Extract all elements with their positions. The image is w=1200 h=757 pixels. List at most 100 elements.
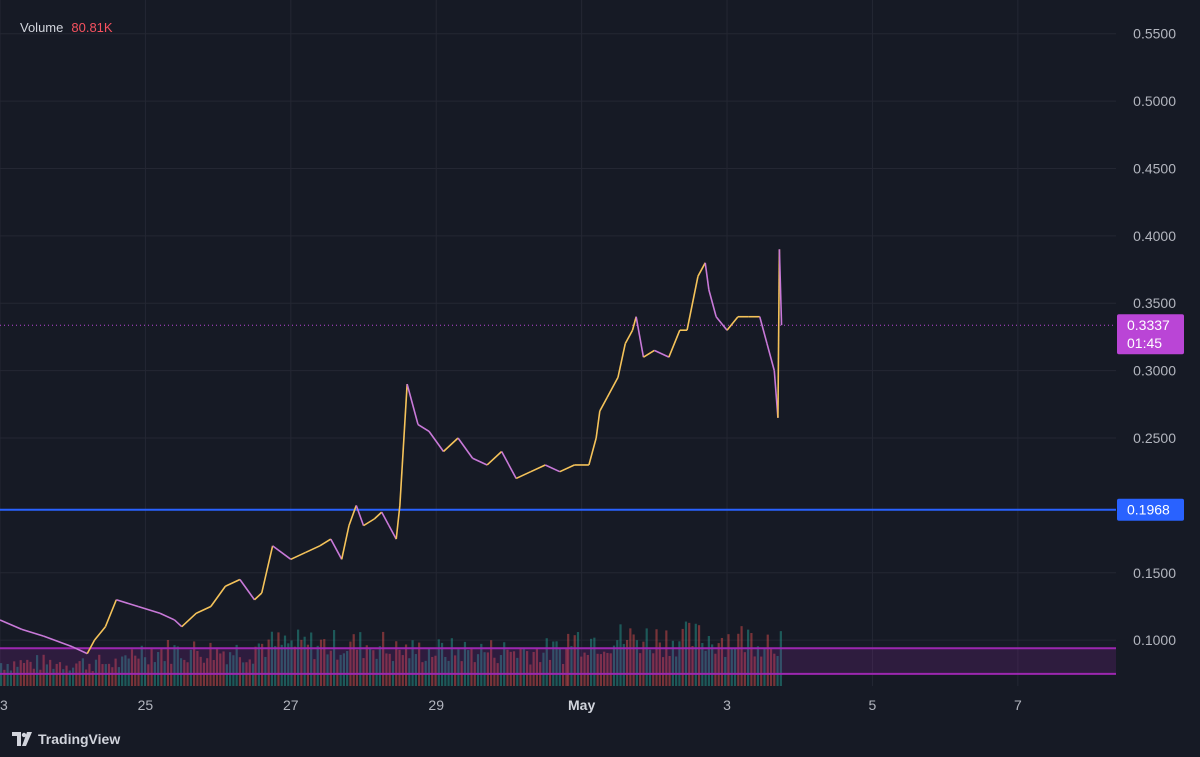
- volume-bar: [355, 649, 359, 686]
- price-segment: [428, 430, 445, 452]
- volume-bar: [622, 643, 625, 686]
- volume-bar: [270, 631, 274, 686]
- price-segment: [686, 276, 699, 331]
- price-segment: [406, 383, 419, 425]
- volume-bar: [368, 647, 372, 686]
- volume-bar: [254, 646, 257, 686]
- volume-bar: [612, 645, 616, 686]
- volume-bar: [121, 656, 124, 686]
- price-segment: [530, 464, 546, 473]
- volume-bar: [199, 656, 202, 686]
- volume-bar: [385, 653, 388, 686]
- volume-bar: [238, 657, 242, 686]
- volume-bar: [717, 643, 720, 686]
- volume-bar: [733, 648, 737, 686]
- volume-bar: [101, 664, 104, 686]
- price-segment: [726, 316, 739, 331]
- volume-bar: [42, 654, 45, 686]
- x-tick-label: 25: [138, 697, 154, 713]
- price-segment: [417, 423, 430, 432]
- volume-bar: [65, 665, 68, 686]
- x-tick-label: 23: [0, 697, 8, 713]
- y-tick-label: 0.2500: [1133, 430, 1176, 446]
- volume-bar: [655, 629, 658, 686]
- price-segment: [355, 505, 365, 526]
- volume-bar: [88, 663, 91, 686]
- volume-bar: [326, 654, 329, 686]
- volume-bar: [215, 647, 219, 686]
- volume-bar: [114, 658, 117, 686]
- price-segment: [395, 505, 401, 540]
- volume-bar: [665, 630, 668, 686]
- volume-bar: [470, 647, 473, 686]
- volume-bar: [694, 623, 697, 686]
- volume-bar: [414, 654, 417, 686]
- price-segment: [330, 538, 343, 560]
- volume-bar: [257, 643, 260, 686]
- volume-bar: [339, 654, 342, 686]
- volume-bar: [117, 667, 120, 686]
- support-tag-bg: [1117, 498, 1184, 521]
- price-segment: [442, 437, 459, 453]
- volume-bar: [639, 653, 642, 686]
- volume-bar: [490, 640, 493, 686]
- volume-bar: [688, 622, 691, 686]
- volume-bar: [704, 650, 707, 686]
- volume-bar: [707, 636, 710, 686]
- volume-bar: [493, 657, 496, 686]
- volume-bar: [506, 649, 509, 686]
- price-segment: [104, 599, 118, 627]
- volume-bar: [3, 669, 6, 686]
- volume-bar: [35, 655, 39, 686]
- volume-bar: [756, 646, 760, 686]
- volume-bar: [352, 634, 355, 686]
- volume-bar: [668, 656, 671, 686]
- price-segment: [708, 289, 717, 317]
- volume-bar: [62, 669, 65, 686]
- volume-bar: [81, 658, 84, 686]
- volume-bar: [85, 669, 88, 686]
- volume-bar: [32, 668, 35, 686]
- price-segment: [253, 592, 263, 601]
- volume-bar: [222, 651, 225, 686]
- volume-bar: [398, 649, 401, 686]
- price-segment: [704, 262, 710, 290]
- price-segment: [225, 578, 241, 587]
- volume-bar: [609, 653, 612, 686]
- volume-bar: [583, 652, 586, 686]
- volume-bar: [526, 651, 529, 686]
- price-segment: [668, 329, 681, 358]
- y-tick-label: 0.4500: [1133, 160, 1176, 176]
- band-fill: [0, 648, 1116, 674]
- volume-bar: [427, 648, 431, 686]
- volume-bar: [678, 641, 681, 686]
- volume-bar: [179, 658, 183, 686]
- volume-bar: [372, 650, 375, 686]
- last-price-value: 0.3337: [1127, 317, 1170, 333]
- volume-bar: [290, 640, 293, 686]
- volume-bar: [274, 646, 277, 686]
- brand-footer[interactable]: TradingView: [12, 731, 120, 747]
- volume-legend: Volume 80.81K: [20, 20, 113, 35]
- volume-bar: [104, 664, 107, 686]
- volume-bar: [576, 632, 580, 686]
- volume-bar: [267, 639, 270, 686]
- price-segment: [239, 579, 256, 601]
- volume-bar: [283, 635, 287, 686]
- volume-bar: [542, 652, 545, 686]
- volume-bar: [193, 641, 196, 686]
- volume-bar: [606, 652, 609, 686]
- volume-bar: [39, 669, 42, 686]
- volume-bar: [147, 664, 150, 686]
- volume-bar: [535, 647, 539, 686]
- volume-bar: [140, 645, 143, 686]
- volume-bar: [91, 671, 94, 686]
- volume-bar: [573, 635, 576, 686]
- volume-bar: [359, 632, 362, 686]
- volume-bar: [593, 637, 596, 686]
- price-segment: [606, 376, 619, 398]
- price-segment: [715, 316, 728, 331]
- volume-bar: [124, 655, 127, 686]
- price-segment: [290, 551, 306, 561]
